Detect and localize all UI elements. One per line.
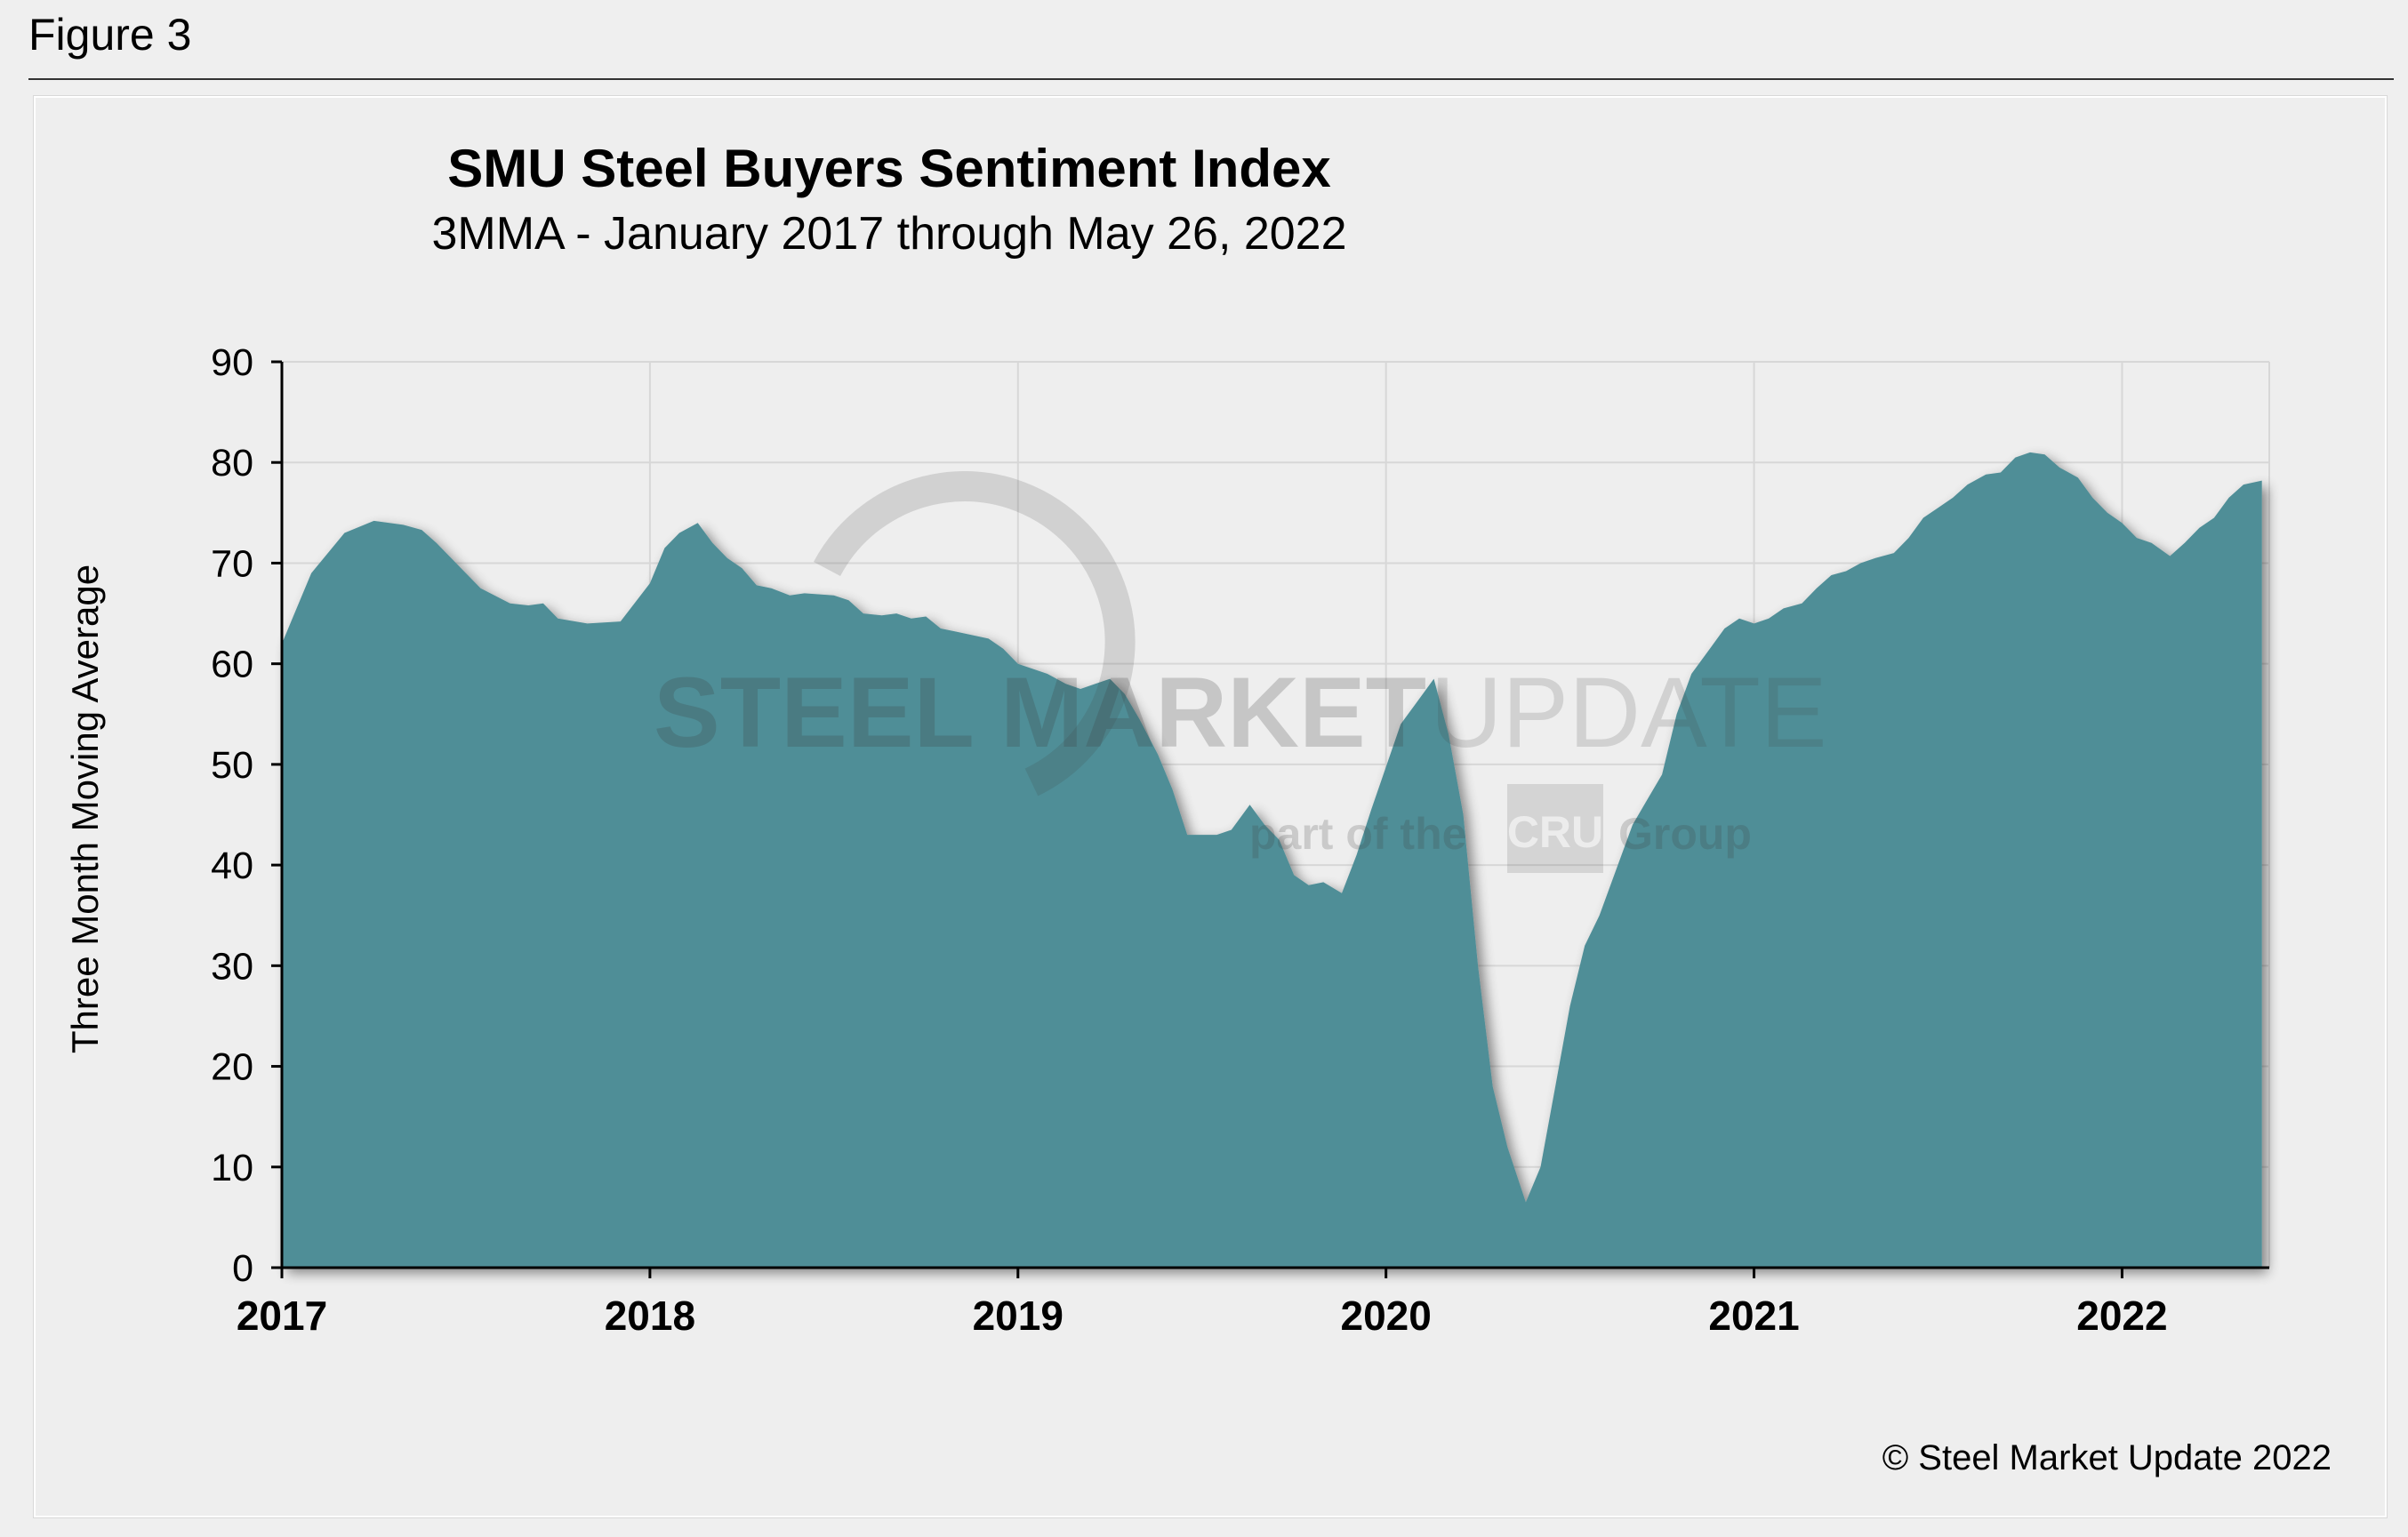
area-series-sentiment — [282, 452, 2262, 1268]
x-tick-label: 2021 — [1708, 1293, 1799, 1339]
watermark-group: Group — [1618, 809, 1752, 859]
x-tick-label: 2022 — [2076, 1293, 2167, 1339]
figure-label: Figure 3 — [28, 10, 192, 60]
x-tick-label: 2019 — [973, 1293, 1064, 1339]
watermark-cru: CRU — [1507, 807, 1603, 857]
chart-title: SMU Steel Buyers Sentiment Index — [447, 139, 1331, 198]
y-tick-labels: 0 10 20 30 40 50 60 70 80 90 — [211, 341, 253, 1290]
axes — [271, 360, 2269, 1278]
watermark-swoosh-icon — [814, 471, 1136, 797]
y-tick-label: 10 — [211, 1147, 253, 1189]
watermark-cru-logo — [1507, 784, 1603, 873]
watermark: STEEL MARKET UPDATE part of the CRU Grou… — [654, 471, 1827, 873]
x-tick-label: 2020 — [1340, 1293, 1431, 1339]
y-tick-label: 70 — [211, 542, 253, 585]
y-tick-label: 50 — [211, 744, 253, 787]
x-tick-label: 2017 — [237, 1293, 327, 1339]
y-tick-label: 40 — [211, 845, 253, 887]
y-tick-label: 80 — [211, 442, 253, 484]
area-layer — [282, 452, 2262, 1268]
watermark-line1: STEEL MARKET UPDATE — [654, 657, 1827, 768]
y-axis-label: Three Month Moving Average — [64, 564, 106, 1053]
top-rule — [28, 78, 2394, 80]
chart-panel: SMU Steel Buyers Sentiment Index 3MMA - … — [34, 96, 2387, 1517]
y-tick-label: 60 — [211, 644, 253, 686]
y-tick-label: 30 — [211, 945, 253, 988]
y-tick-label: 20 — [211, 1046, 253, 1089]
x-tick-label: 2018 — [605, 1293, 695, 1339]
copyright: © Steel Market Update 2022 — [1882, 1438, 2332, 1477]
x-tick-labels: 2017 2018 2019 2020 2021 2022 — [237, 1293, 2168, 1339]
y-tick-label: 90 — [211, 341, 253, 384]
chart: SMU Steel Buyers Sentiment Index 3MMA - … — [64, 139, 2270, 1339]
y-tick-label: 0 — [232, 1247, 253, 1290]
watermark-part-of: part of the — [1249, 809, 1466, 859]
chart-subtitle: 3MMA - January 2017 through May 26, 2022 — [431, 208, 1346, 260]
